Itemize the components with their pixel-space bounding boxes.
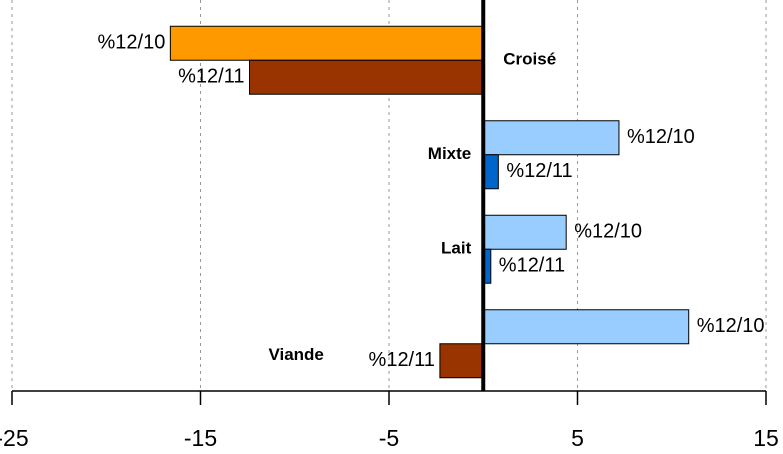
bar <box>482 154 499 190</box>
x-tick-label: 5 <box>571 425 584 451</box>
category-label: Lait <box>441 239 472 258</box>
bar <box>482 120 620 156</box>
series-label: %12/10 <box>697 315 765 337</box>
series-label: %12/10 <box>574 221 642 243</box>
x-tick-label: -15 <box>184 425 217 451</box>
series-label: %12/10 <box>97 32 165 54</box>
category-label: Croisé <box>503 50 556 69</box>
bar <box>482 214 567 250</box>
series-label: %12/11 <box>499 255 565 277</box>
series-label: %12/11 <box>178 66 244 88</box>
bar <box>249 59 484 95</box>
bar <box>439 343 484 379</box>
x-tick-label: -25 <box>0 425 29 451</box>
x-tick-label: -5 <box>379 425 399 451</box>
category-label: Mixte <box>428 144 471 163</box>
bar <box>482 309 690 345</box>
category-label: Viande <box>268 345 323 364</box>
series-label: %12/11 <box>369 349 435 371</box>
series-label: %12/10 <box>627 126 695 148</box>
series-label: %12/11 <box>506 160 572 182</box>
bar <box>169 25 484 61</box>
x-tick-label: 15 <box>753 425 779 451</box>
